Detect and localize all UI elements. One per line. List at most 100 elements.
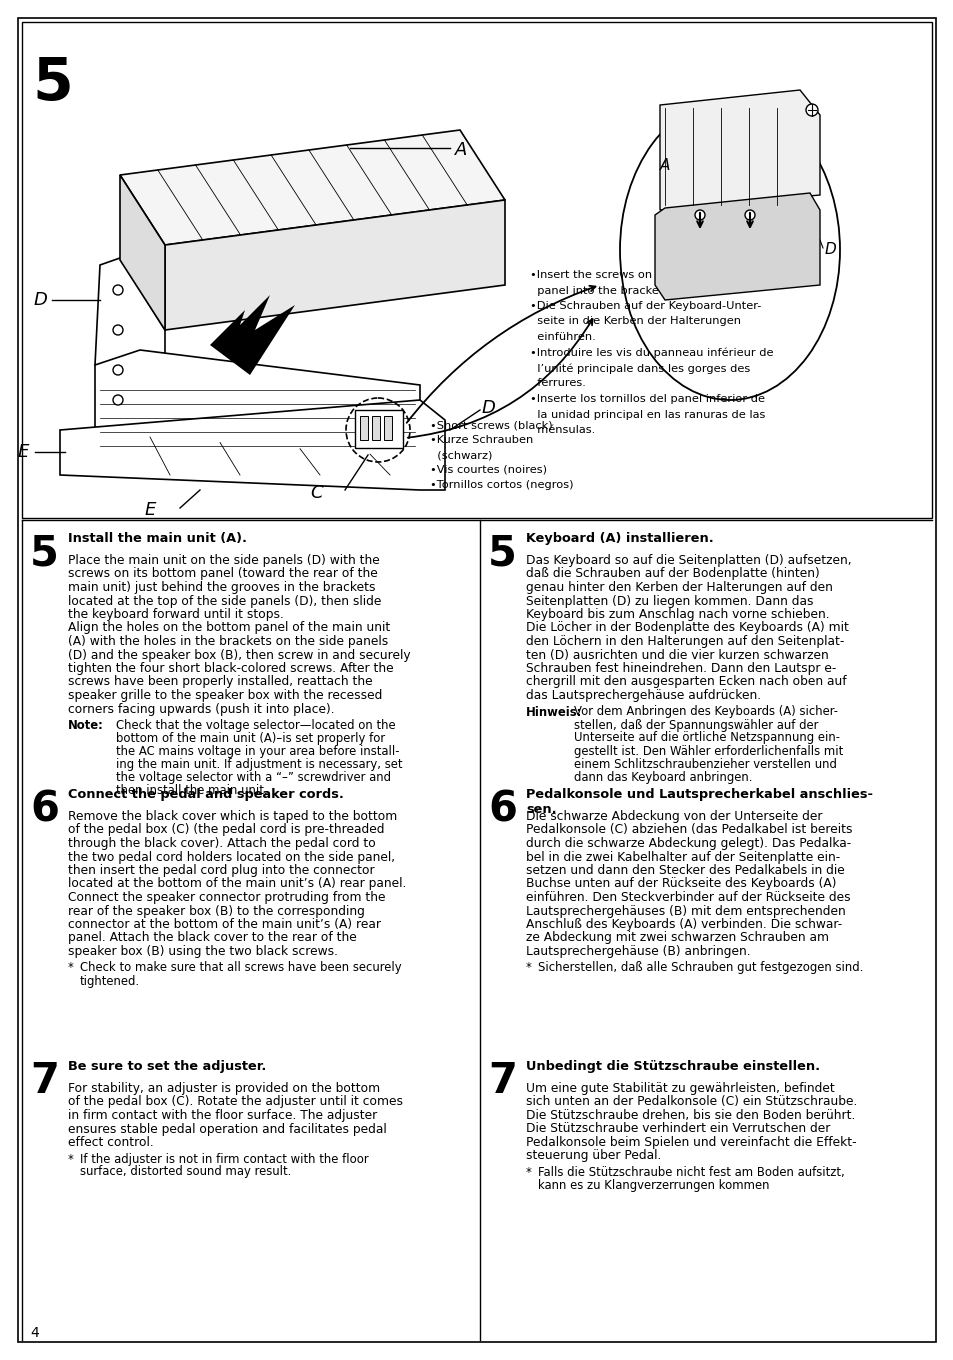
Text: kann es zu Klangverzerrungen kommen: kann es zu Klangverzerrungen kommen	[537, 1179, 769, 1191]
Text: Vor dem Anbringen des Keyboards (A) sicher-: Vor dem Anbringen des Keyboards (A) sich…	[574, 706, 837, 718]
Text: sen.: sen.	[525, 802, 556, 816]
Text: through the black cover). Attach the pedal cord to: through the black cover). Attach the ped…	[68, 836, 375, 850]
Text: •Tornillos cortos (negros): •Tornillos cortos (negros)	[430, 480, 573, 490]
Text: Pedalkonsole beim Spielen und vereinfacht die Effekt-: Pedalkonsole beim Spielen und vereinfach…	[525, 1136, 856, 1149]
Text: sich unten an der Pedalkonsole (C) ein Stützschraube.: sich unten an der Pedalkonsole (C) ein S…	[525, 1096, 857, 1108]
Text: Check to make sure that all screws have been securely: Check to make sure that all screws have …	[80, 962, 401, 975]
Text: Die Löcher in der Bodenplatte des Keyboards (A) mit: Die Löcher in der Bodenplatte des Keyboa…	[525, 622, 848, 635]
Text: Die schwarze Abdeckung von der Unterseite der: Die schwarze Abdeckung von der Unterseit…	[525, 811, 821, 823]
Text: tightened.: tightened.	[80, 975, 140, 987]
Text: screws on its bottom panel (toward the rear of the: screws on its bottom panel (toward the r…	[68, 567, 377, 581]
Text: *: *	[68, 1152, 73, 1166]
Text: ménsulas.: ménsulas.	[530, 424, 595, 435]
Text: gestellt ist. Den Wähler erforderlichenfalls mit: gestellt ist. Den Wähler erforderlichenf…	[574, 744, 842, 758]
Text: 5: 5	[32, 54, 72, 112]
Text: the AC mains voltage in your area before install-: the AC mains voltage in your area before…	[116, 745, 399, 758]
Text: effect control.: effect control.	[68, 1136, 153, 1149]
Text: Remove the black cover which is taped to the bottom: Remove the black cover which is taped to…	[68, 811, 396, 823]
Text: Connect the pedal and speaker cords.: Connect the pedal and speaker cords.	[68, 787, 343, 801]
Circle shape	[112, 394, 123, 405]
Polygon shape	[165, 200, 504, 330]
Text: If the adjuster is not in firm contact with the floor: If the adjuster is not in firm contact w…	[80, 1152, 368, 1166]
Text: •Introduire les vis du panneau inférieur de: •Introduire les vis du panneau inférieur…	[530, 348, 773, 358]
Text: Falls die Stützschraube nicht fest am Boden aufsitzt,: Falls die Stützschraube nicht fest am Bo…	[537, 1166, 843, 1179]
Text: speaker box (B) using the two black screws.: speaker box (B) using the two black scre…	[68, 945, 337, 957]
Text: of the pedal box (C) (the pedal cord is pre-threaded: of the pedal box (C) (the pedal cord is …	[68, 824, 384, 836]
Text: Unterseite auf die örtliche Netzspannung ein-: Unterseite auf die örtliche Netzspannung…	[574, 732, 840, 744]
Text: A: A	[659, 158, 670, 173]
Text: •Short screws (black): •Short screws (black)	[430, 420, 552, 430]
Circle shape	[112, 364, 123, 375]
Text: bottom of the main unit (A)–is set properly for: bottom of the main unit (A)–is set prope…	[116, 732, 385, 745]
Text: D: D	[824, 242, 836, 257]
Text: tighten the four short black-colored screws. After the: tighten the four short black-colored scr…	[68, 662, 394, 675]
Text: the two pedal cord holders located on the side panel,: the two pedal cord holders located on th…	[68, 850, 395, 864]
Polygon shape	[60, 400, 444, 490]
Text: stellen, daß der Spannungswähler auf der: stellen, daß der Spannungswähler auf der	[574, 718, 818, 732]
Text: Anschluß des Keyboards (A) verbinden. Die schwar-: Anschluß des Keyboards (A) verbinden. Di…	[525, 918, 841, 932]
Text: C: C	[310, 484, 322, 502]
Text: 5: 5	[488, 532, 517, 574]
Polygon shape	[120, 175, 165, 330]
Text: das Lautsprechergehäuse aufdrücken.: das Lautsprechergehäuse aufdrücken.	[525, 690, 760, 702]
Text: the voltage selector with a “–” screwdriver and: the voltage selector with a “–” screwdri…	[116, 771, 391, 783]
Text: in firm contact with the floor surface. The adjuster: in firm contact with the floor surface. …	[68, 1108, 376, 1122]
Text: •Die Schrauben auf der Keyboard-Unter-: •Die Schrauben auf der Keyboard-Unter-	[530, 301, 760, 311]
Text: For stability, an adjuster is provided on the bottom: For stability, an adjuster is provided o…	[68, 1083, 379, 1095]
Bar	[372, 416, 379, 441]
Bar	[384, 416, 392, 441]
Text: 7: 7	[30, 1059, 59, 1102]
Circle shape	[112, 286, 123, 295]
Text: *: *	[525, 962, 532, 975]
Text: panel into the bracket grooves.: panel into the bracket grooves.	[530, 286, 716, 295]
Text: located at the bottom of the main unit’s (A) rear panel.: located at the bottom of the main unit’s…	[68, 877, 406, 891]
Text: durch die schwarze Abdeckung gelegt). Das Pedalka-: durch die schwarze Abdeckung gelegt). Da…	[525, 836, 850, 850]
Text: ing the main unit. If adjustment is necessary, set: ing the main unit. If adjustment is nece…	[116, 758, 402, 771]
Text: Keyboard (A) installieren.: Keyboard (A) installieren.	[525, 532, 713, 545]
Text: (A) with the holes in the brackets on the side panels: (A) with the holes in the brackets on th…	[68, 635, 388, 647]
Text: den Löchern in den Halterungen auf den Seitenplat-: den Löchern in den Halterungen auf den S…	[525, 635, 843, 647]
Text: Buchse unten auf der Rückseite des Keyboards (A): Buchse unten auf der Rückseite des Keybo…	[525, 877, 836, 891]
Polygon shape	[210, 295, 294, 375]
Text: Schrauben fest hineindrehen. Dann den Lautspr e-: Schrauben fest hineindrehen. Dann den La…	[525, 662, 836, 675]
Text: daß die Schrauben auf der Bodenplatte (hinten): daß die Schrauben auf der Bodenplatte (h…	[525, 567, 819, 581]
Text: the keyboard forward until it stops.: the keyboard forward until it stops.	[68, 608, 284, 622]
Polygon shape	[655, 193, 820, 301]
Text: Be sure to set the adjuster.: Be sure to set the adjuster.	[68, 1059, 266, 1073]
Text: ten (D) ausrichten und die vier kurzen schwarzen: ten (D) ausrichten und die vier kurzen s…	[525, 649, 828, 661]
Polygon shape	[95, 350, 419, 480]
Text: Keyboard bis zum Anschlag nach vorne schieben.: Keyboard bis zum Anschlag nach vorne sch…	[525, 608, 829, 622]
Circle shape	[695, 209, 704, 220]
Text: Hinweis:: Hinweis:	[525, 706, 581, 718]
Polygon shape	[95, 258, 165, 438]
Text: l’unité principale dans les gorges des: l’unité principale dans les gorges des	[530, 363, 749, 374]
Text: ensures stable pedal operation and facilitates pedal: ensures stable pedal operation and facil…	[68, 1122, 386, 1136]
Text: surface, distorted sound may result.: surface, distorted sound may result.	[80, 1166, 291, 1179]
Text: la unidad principal en las ranuras de las: la unidad principal en las ranuras de la…	[530, 409, 764, 419]
Text: Pedalkonsole (C) abziehen (das Pedalkabel ist bereits: Pedalkonsole (C) abziehen (das Pedalkabe…	[525, 824, 852, 836]
Text: Pedalkonsole und Lautsprecherkabel anschlies-: Pedalkonsole und Lautsprecherkabel ansch…	[525, 787, 872, 801]
Text: Das Keyboard so auf die Seitenplatten (D) aufsetzen,: Das Keyboard so auf die Seitenplatten (D…	[525, 554, 851, 567]
Text: Seitenplatten (D) zu liegen kommen. Dann das: Seitenplatten (D) zu liegen kommen. Dann…	[525, 594, 813, 608]
Text: then install the main unit.: then install the main unit.	[116, 783, 268, 797]
Circle shape	[112, 325, 123, 335]
Text: einführen.: einführen.	[530, 332, 595, 341]
Text: Die Stützschraube verhindert ein Verrutschen der: Die Stützschraube verhindert ein Verruts…	[525, 1122, 829, 1136]
Text: bel in die zwei Kabelhalter auf der Seitenplatte ein-: bel in die zwei Kabelhalter auf der Seit…	[525, 850, 840, 864]
Text: main unit) just behind the grooves in the brackets: main unit) just behind the grooves in th…	[68, 581, 375, 594]
Text: Lautsprechergehäuse (B) anbringen.: Lautsprechergehäuse (B) anbringen.	[525, 945, 750, 957]
Text: then insert the pedal cord plug into the connector: then insert the pedal cord plug into the…	[68, 864, 375, 877]
Text: 5: 5	[30, 532, 59, 574]
Text: •Kurze Schrauben: •Kurze Schrauben	[430, 435, 533, 445]
Text: speaker grille to the speaker box with the recessed: speaker grille to the speaker box with t…	[68, 690, 382, 702]
Text: chergrill mit den ausgesparten Ecken nach oben auf: chergrill mit den ausgesparten Ecken nac…	[525, 676, 845, 688]
Polygon shape	[120, 131, 504, 245]
Polygon shape	[659, 90, 820, 209]
Text: Sicherstellen, daß alle Schrauben gut festgezogen sind.: Sicherstellen, daß alle Schrauben gut fe…	[537, 962, 862, 975]
Text: D: D	[481, 398, 496, 418]
Text: dann das Keyboard anbringen.: dann das Keyboard anbringen.	[574, 771, 752, 783]
Text: seite in die Kerben der Halterungen: seite in die Kerben der Halterungen	[530, 317, 740, 326]
Text: E: E	[18, 443, 30, 461]
Text: ze Abdeckung mit zwei schwarzen Schrauben am: ze Abdeckung mit zwei schwarzen Schraube…	[525, 932, 828, 944]
Text: of the pedal box (C). Rotate the adjuster until it comes: of the pedal box (C). Rotate the adjuste…	[68, 1096, 402, 1108]
